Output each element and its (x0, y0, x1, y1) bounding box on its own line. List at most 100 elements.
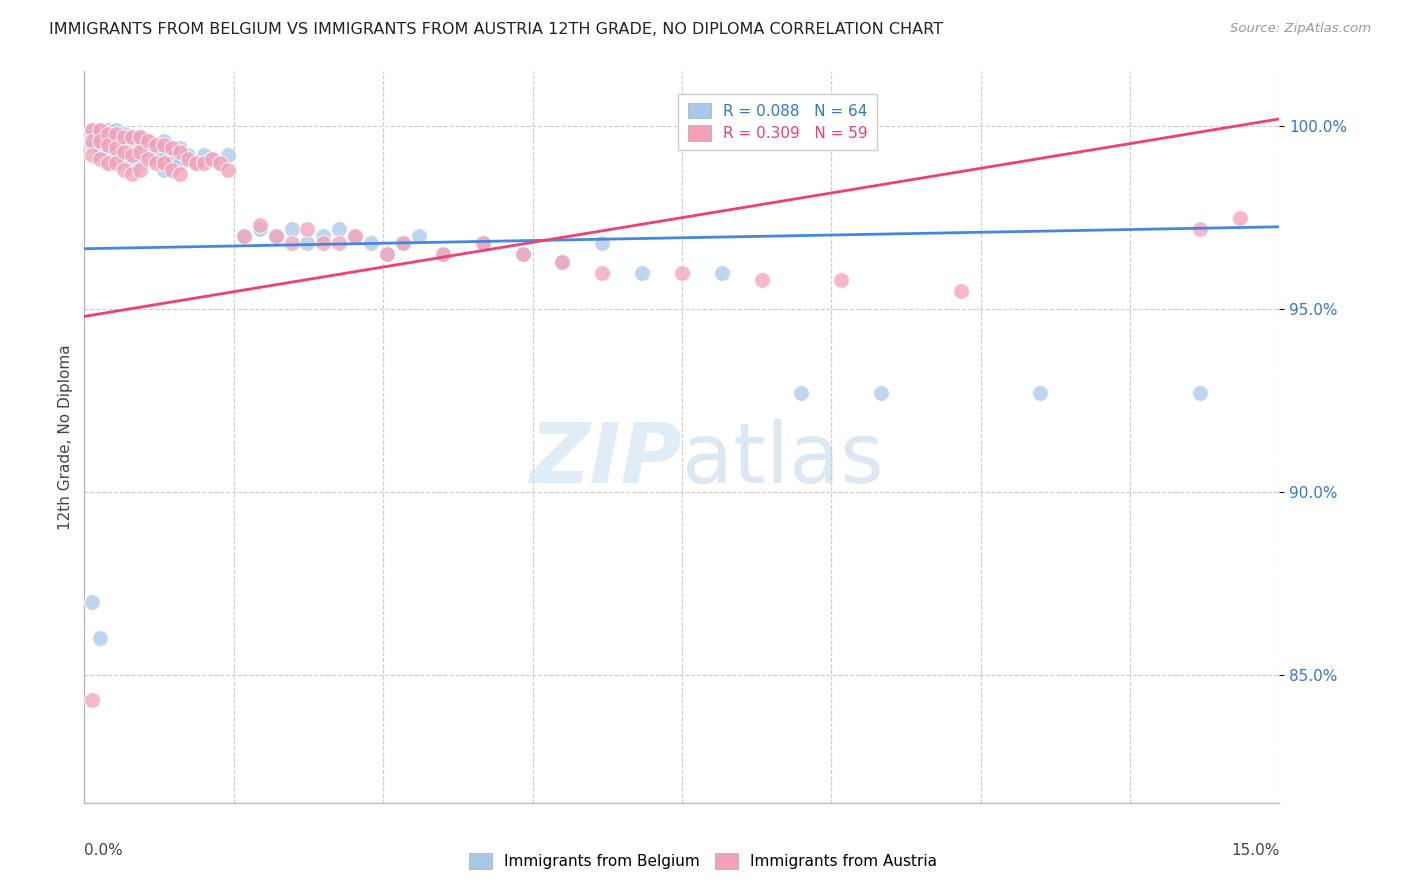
Point (129, 145, 152, 159)
Point (82, 123, 104, 137)
Point (112, 152, 135, 166)
Point (89, 130, 111, 145)
Y-axis label: 12th Grade, No Diploma: 12th Grade, No Diploma (58, 344, 73, 530)
Legend: Immigrants from Belgium, Immigrants from Austria: Immigrants from Belgium, Immigrants from… (463, 847, 943, 875)
Point (160, 141, 183, 155)
Point (97, 123, 120, 137)
Point (432, 247, 454, 261)
Point (121, 130, 143, 145)
Point (153, 148, 176, 162)
Point (153, 137, 176, 152)
Point (121, 148, 143, 162)
Point (375, 247, 398, 261)
Point (105, 127, 128, 141)
Point (280, 236, 302, 251)
Point (631, 265, 654, 279)
Point (193, 148, 215, 162)
Point (129, 130, 152, 145)
Point (97, 155, 120, 169)
Point (112, 145, 135, 159)
Point (89, 134, 111, 148)
Point (471, 236, 494, 251)
Point (193, 155, 215, 169)
Point (512, 247, 534, 261)
Point (208, 155, 231, 169)
Point (97, 155, 120, 169)
Point (264, 228, 287, 243)
Point (392, 236, 415, 251)
Point (512, 247, 534, 261)
Point (1229, 211, 1251, 225)
Point (136, 134, 159, 148)
Point (105, 155, 128, 169)
Point (82, 137, 104, 152)
Point (591, 265, 613, 279)
Point (112, 130, 135, 145)
Point (949, 284, 972, 298)
Point (160, 155, 183, 169)
Point (136, 134, 159, 148)
Point (297, 221, 319, 235)
Point (105, 145, 128, 159)
Text: IMMIGRANTS FROM BELGIUM VS IMMIGRANTS FROM AUSTRIA 12TH GRADE, NO DIPLOMA CORREL: IMMIGRANTS FROM BELGIUM VS IMMIGRANTS FR… (49, 22, 943, 37)
Point (82, 123, 104, 137)
Point (471, 236, 494, 251)
Point (328, 236, 350, 251)
Point (671, 265, 693, 279)
Point (790, 386, 813, 401)
Point (121, 155, 143, 169)
Point (328, 221, 350, 235)
Point (830, 273, 852, 287)
Point (432, 247, 454, 261)
Point (121, 141, 143, 155)
Point (312, 228, 335, 243)
Point (89, 123, 111, 137)
Point (145, 137, 167, 152)
Point (145, 152, 167, 166)
Point (82, 148, 104, 162)
Point (105, 123, 128, 137)
Point (217, 148, 239, 162)
Point (112, 137, 135, 152)
Point (249, 221, 271, 235)
Point (217, 163, 239, 178)
Point (153, 155, 176, 169)
Point (710, 265, 733, 279)
Legend: R = 0.088   N = 64, R = 0.309   N = 59: R = 0.088 N = 64, R = 0.309 N = 59 (679, 94, 876, 150)
Point (82, 594, 104, 608)
Point (249, 218, 271, 232)
Point (177, 152, 200, 166)
Point (344, 228, 367, 243)
Point (97, 130, 120, 145)
Point (264, 228, 287, 243)
Point (97, 137, 120, 152)
Point (153, 163, 176, 178)
Point (97, 127, 120, 141)
Point (82, 130, 104, 145)
Point (89, 123, 111, 137)
Point (145, 155, 167, 169)
Point (551, 254, 574, 268)
Point (1029, 386, 1052, 401)
Point (232, 228, 254, 243)
Point (153, 134, 176, 148)
Point (129, 163, 152, 178)
Point (89, 152, 111, 166)
Point (184, 155, 207, 169)
Point (169, 141, 191, 155)
Point (105, 134, 128, 148)
Point (105, 141, 128, 155)
Point (160, 163, 183, 178)
Point (344, 228, 367, 243)
Point (112, 127, 135, 141)
Point (121, 130, 143, 145)
Point (1188, 386, 1211, 401)
Point (375, 247, 398, 261)
Point (136, 148, 159, 162)
Point (551, 254, 574, 268)
Point (201, 152, 224, 166)
Point (89, 632, 111, 646)
Point (208, 155, 231, 169)
Point (169, 167, 191, 181)
Point (129, 155, 152, 169)
